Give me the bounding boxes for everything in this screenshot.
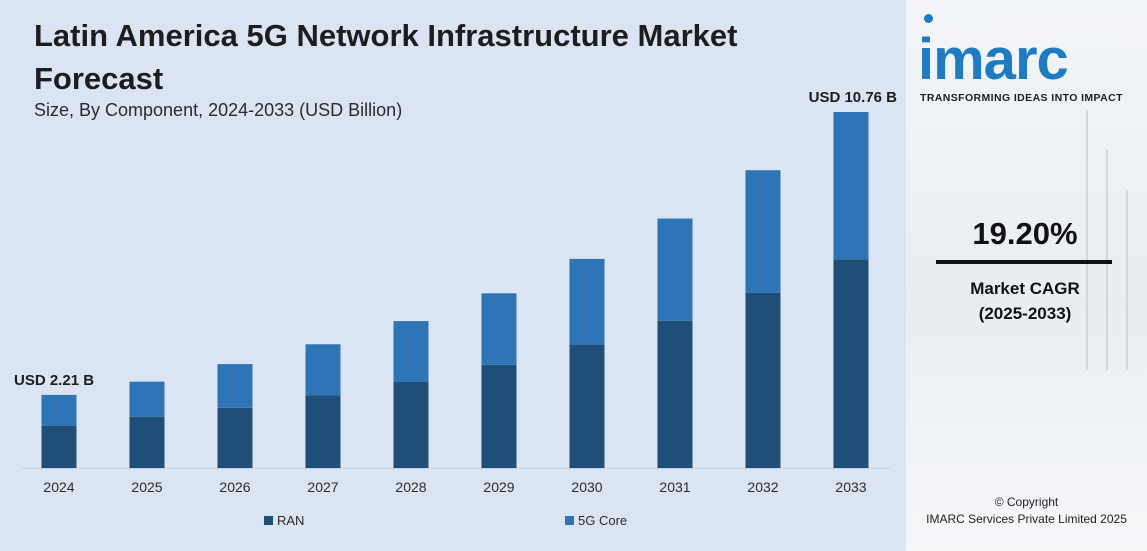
side-panel <box>906 0 1147 551</box>
copyright-line1: © Copyright <box>994 495 1059 509</box>
x-tick-label-2030: 2030 <box>571 479 602 495</box>
bar-ran-2025 <box>129 416 165 468</box>
copyright: © Copyright IMARC Services Private Limit… <box>906 494 1147 528</box>
chart-panel: Latin America 5G Network Infrastructure … <box>0 0 906 551</box>
x-tick-label-2029: 2029 <box>483 479 514 495</box>
bar-5g-core-2030 <box>569 258 605 345</box>
legend-swatch-5g-core <box>565 516 574 525</box>
bar-ran-2026 <box>217 407 253 468</box>
legend-item-ran: RAN <box>264 513 304 528</box>
bar-5g-core-2031 <box>657 218 693 321</box>
brand-tagline: TRANSFORMING IDEAS INTO IMPACT <box>920 92 1123 104</box>
cagr-value: 19.20% <box>972 216 1078 251</box>
bar-ran-2031 <box>657 320 693 468</box>
copyright-line2: IMARC Services Private Limited 2025 <box>926 512 1127 526</box>
bar-ran-2028 <box>393 381 429 468</box>
legend-swatch-ran <box>264 516 273 525</box>
cagr-label: Market CAGR (2025-2033) <box>936 276 1114 326</box>
legend-label-5g-core: 5G Core <box>578 513 628 528</box>
bar-ran-2030 <box>569 344 605 468</box>
data-label-2024: USD 2.21 B <box>14 372 94 389</box>
legend-label-ran: RAN <box>277 513 305 528</box>
bar-5g-core-2028 <box>393 321 429 382</box>
bar-5g-core-2029 <box>481 293 517 365</box>
stacked-bar-chart: 2024 2025 2026 2027 2028 2029 2030 2031 2032 2033… <box>14 89 898 495</box>
bar-5g-core-2033 <box>833 112 869 260</box>
imarc-logo: imarc <box>918 27 1069 92</box>
data-label-2033: USD 10.76 B <box>809 89 898 106</box>
bar-ran-2029 <box>481 364 517 468</box>
bar-5g-core-2027 <box>305 344 341 396</box>
bar-ran-2024 <box>41 425 77 468</box>
decorative-chart-line <box>1086 110 1088 370</box>
x-tick-label-2026: 2026 <box>219 479 250 495</box>
bar-5g-core-2026 <box>217 364 253 408</box>
cagr-divider <box>936 260 1112 264</box>
bar-5g-core-2032 <box>745 170 781 293</box>
x-tick-label-2031: 2031 <box>659 479 690 495</box>
chart-subtitle: Size, By Component, 2024-2033 (USD Billi… <box>34 100 403 120</box>
bar-5g-core-2025 <box>129 381 165 417</box>
chart-title: Latin America 5G Network Infrastructure … <box>34 18 738 96</box>
x-tick-label-2024: 2024 <box>43 479 74 495</box>
x-tick-label-2025: 2025 <box>131 479 162 495</box>
x-tick-label-2033: 2033 <box>835 479 866 495</box>
bar-5g-core-2024 <box>41 394 77 426</box>
x-tick-label-2032: 2032 <box>747 479 778 495</box>
x-tick-label-2028: 2028 <box>395 479 426 495</box>
legend-item-5g-core: 5G Core <box>565 513 627 528</box>
bar-ran-2032 <box>745 292 781 468</box>
x-tick-label-2027: 2027 <box>307 479 338 495</box>
bar-ran-2033 <box>833 259 869 468</box>
decorative-chart-line <box>1126 190 1128 370</box>
bar-ran-2027 <box>305 395 341 468</box>
cagr-label-line2: (2025-2033) <box>978 304 1072 323</box>
logo-dot-icon <box>924 14 933 23</box>
cagr-label-line1: Market CAGR <box>970 279 1080 298</box>
